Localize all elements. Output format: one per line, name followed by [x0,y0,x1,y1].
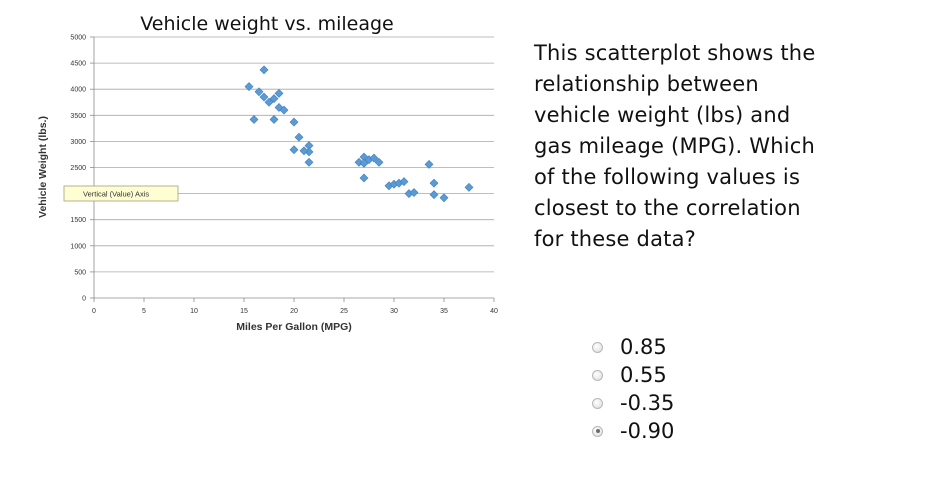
data-point [374,157,384,167]
x-tick-label: 35 [440,308,448,315]
radio-button[interactable] [592,341,603,353]
data-point [464,182,474,192]
x-axis-ticks: 0 5 10 15 20 25 30 35 40 [92,308,498,315]
option-label: 0.85 [620,335,667,359]
y-tick-label: 4500 [70,61,86,68]
data-point [249,115,259,124]
option-0-85[interactable]: 0.85 [592,333,674,361]
data-point [289,145,299,155]
y-tick-label: 1500 [70,217,86,224]
y-tick-label: 3500 [70,113,86,120]
x-tick-label: 25 [340,308,348,315]
x-tick-label: 15 [240,308,248,315]
x-tick-label: 0 [92,308,96,315]
data-point [359,158,369,168]
tooltip-box [63,185,179,202]
data-point [359,173,369,183]
chart-grid [90,36,495,302]
option-0-55[interactable]: 0.55 [592,361,674,389]
data-point [299,146,309,156]
x-tick-label: 5 [142,308,146,315]
data-point [429,190,439,200]
question-line: gas mileage (MPG). Which [534,134,816,158]
question-line: vehicle weight (lbs) and [534,103,791,127]
data-points [244,65,474,203]
question-line: closest to the correlation [534,196,801,220]
data-point [279,105,289,115]
y-tick-label: 1000 [70,243,86,250]
data-point [269,94,279,104]
x-tick-label: 30 [390,308,398,315]
x-tick-label: 10 [190,308,198,315]
data-point [399,177,409,187]
y-tick-label: 4000 [70,87,86,94]
y-tick-label: 500 [74,269,86,276]
option-neg-0-35[interactable]: -0.35 [592,389,674,417]
question-line: of the following values is [534,165,801,189]
y-tick-label: 5000 [70,35,86,42]
data-point [244,82,254,92]
radio-button[interactable] [592,425,603,437]
radio-button[interactable] [592,397,603,409]
data-point [429,178,439,188]
scatter-chart: Vehicle weight vs. mileage 0 500 1000 1500 2… [37,13,498,333]
question-line: for these data? [534,227,696,251]
option-label: -0.35 [620,391,675,415]
option-label: -0.90 [620,419,675,443]
data-point [439,193,449,203]
answer-options: 0.85 0.55 -0.35 -0.90 [592,333,674,445]
question-line: relationship between [534,72,759,96]
data-point [269,115,279,124]
data-point [259,65,269,75]
y-axis-ticks: 0500100015002000250030003500400045005000 [70,35,86,303]
chart-title: Vehicle weight vs. mileage [140,13,393,35]
x-tick-label: 40 [490,308,498,315]
x-axis-label: Miles Per Gallon (MPG) [236,321,352,333]
y-tick-label: 3000 [70,139,86,146]
y-tick-label: 2500 [70,165,86,172]
tooltip-text: Vertical (Value) Axis [83,190,149,199]
data-point [264,97,274,107]
option-neg-0-90[interactable]: -0.90 [592,417,674,445]
x-tick-label: 20 [290,308,298,315]
y-axis-label: Vehicle Weight (lbs.) [37,116,49,218]
data-point [259,92,269,102]
data-point [274,88,284,98]
data-point [254,87,264,97]
data-point [304,157,314,167]
data-point [409,188,419,197]
data-point [289,117,299,127]
question-text: This scatterplot shows the relationship … [534,38,924,255]
y-tick-label: 0 [82,296,86,303]
radio-button[interactable] [592,369,603,381]
data-point [294,132,304,142]
option-label: 0.55 [620,363,667,387]
question-line: This scatterplot shows the [534,41,816,65]
data-point [424,159,434,169]
data-point [369,153,379,163]
axis-tooltip: Vertical (Value) Axis [63,185,179,202]
